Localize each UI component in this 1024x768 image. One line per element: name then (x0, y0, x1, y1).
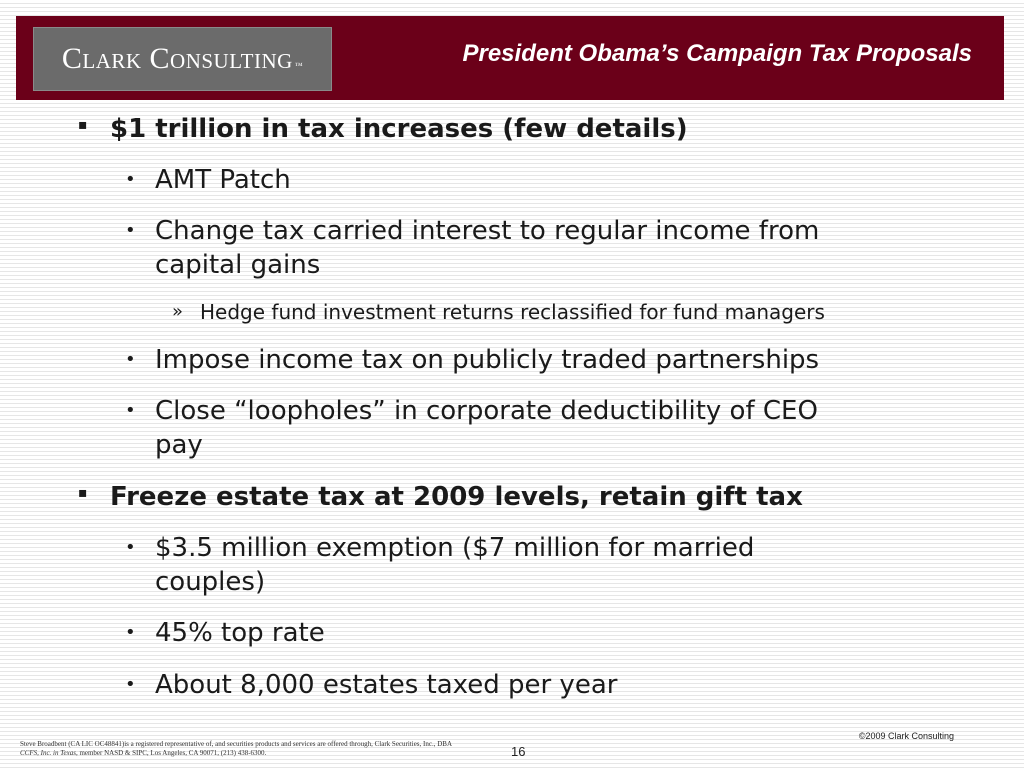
chevron-bullet-icon: » (172, 301, 184, 322)
square-bullet-icon: ▪ (78, 117, 88, 133)
page-number: 16 (511, 744, 526, 759)
slide-title: President Obama’s Campaign Tax Proposals (462, 40, 972, 67)
bullet-estate-tax: ▪ Freeze estate tax at 2009 levels, reta… (78, 482, 803, 512)
bullet-partnerships: • Impose income tax on publicly traded p… (125, 345, 820, 375)
bullet-amt-patch: • AMT Patch (125, 165, 291, 195)
legal-disclaimer: Steve Broadbent (CA LIC OC48841)is a reg… (20, 740, 452, 757)
round-bullet-icon: • (125, 400, 136, 421)
bullet-carried-interest: • Change tax carried interest to regular… (125, 216, 820, 280)
square-bullet-icon: ▪ (78, 485, 88, 501)
bullet-ceo-pay: • Close “loopholes” in corporate deducti… (125, 396, 818, 460)
bullet-top-rate: • 45% top rate (125, 618, 325, 648)
round-bullet-icon: • (125, 169, 136, 190)
round-bullet-icon: • (125, 674, 136, 695)
title-bar: Clark Consulting ™ President Obama’s Camp… (16, 16, 1004, 100)
copyright-notice: ©2009 Clark Consulting (858, 731, 954, 741)
bullet-exemption: • $3.5 million exemption ($7 million for… (125, 533, 755, 597)
bullet-estates-taxed: • About 8,000 estates taxed per year (125, 670, 618, 700)
bullet-hedge-fund: » Hedge fund investment returns reclassi… (172, 300, 825, 324)
round-bullet-icon: • (125, 622, 136, 643)
round-bullet-icon: • (125, 537, 136, 558)
round-bullet-icon: • (125, 220, 136, 241)
clark-consulting-logo: Clark Consulting ™ (33, 27, 332, 91)
logo-text: Clark Consulting ™ (61, 42, 304, 75)
slide-content: ▪ $1 trillion in tax increases (few deta… (78, 114, 825, 700)
round-bullet-icon: • (125, 349, 136, 370)
bullet-tax-increases: ▪ $1 trillion in tax increases (few deta… (78, 114, 688, 144)
